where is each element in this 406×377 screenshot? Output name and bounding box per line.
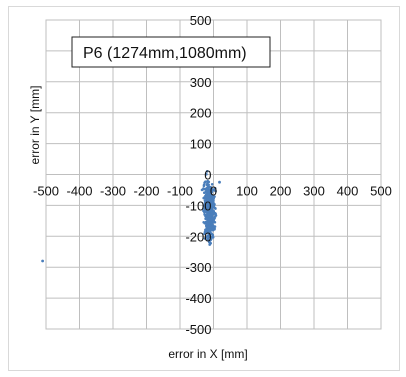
x-tick-label: 100 (236, 184, 258, 199)
y-tick-label: -300 (185, 260, 211, 275)
data-point (41, 259, 44, 263)
data-point (206, 210, 210, 213)
data-point (207, 212, 211, 216)
data-points (41, 170, 221, 263)
x-axis-title: error in X [mm] (168, 347, 247, 361)
data-point (205, 216, 208, 220)
data-point (210, 183, 214, 186)
scatter-chart: 5004003002001000-100-200-300-400-500 -50… (28, 13, 392, 361)
data-point (206, 234, 209, 238)
data-point (206, 182, 209, 185)
data-point (203, 232, 206, 235)
x-tick-label: -300 (100, 184, 126, 199)
x-tick-labels: -500 -400 -300 -200 -100 0 100 200 300 400 500 (33, 184, 392, 199)
data-point (210, 237, 213, 240)
data-point (204, 202, 207, 205)
annotation-box: P6 (1274mm,1080mm) (71, 36, 271, 68)
plot-border (45, 19, 382, 330)
data-point (207, 203, 210, 206)
data-point (213, 187, 217, 190)
x-tick-label: -200 (133, 184, 159, 199)
data-point (207, 217, 211, 221)
data-point (208, 227, 211, 231)
data-point (210, 210, 213, 214)
x-tick-label: 300 (303, 184, 325, 199)
data-point (203, 213, 206, 216)
data-point (202, 196, 205, 200)
y-tick-label: 300 (190, 75, 212, 90)
data-point (209, 235, 212, 238)
data-point (212, 219, 216, 223)
data-point (205, 225, 208, 229)
x-tick-label: 200 (270, 184, 292, 199)
data-point (208, 197, 212, 201)
y-tick-label: 100 (190, 137, 212, 152)
data-point (206, 179, 209, 183)
data-point (203, 181, 206, 184)
data-point (207, 193, 210, 196)
data-point (203, 209, 206, 212)
y-tick-label: 200 (190, 106, 212, 121)
data-point (206, 222, 209, 226)
x-tick-label: -500 (33, 184, 59, 199)
x-tick-label: -100 (167, 184, 193, 199)
x-tick-label: 400 (337, 184, 359, 199)
data-point (208, 231, 211, 234)
data-point (209, 193, 212, 197)
data-point (212, 188, 216, 192)
data-point (213, 225, 217, 228)
data-point (202, 183, 206, 187)
data-point (213, 206, 217, 210)
data-point (218, 180, 221, 184)
chart-frame: 5004003002001000-100-200-300-400-500 -50… (8, 6, 400, 371)
data-point (212, 204, 215, 207)
x-tick-label: -400 (66, 184, 92, 199)
data-point (203, 199, 207, 202)
y-tick-label: -200 (185, 229, 211, 244)
data-point (203, 211, 206, 214)
data-point (208, 221, 212, 224)
data-point (206, 237, 209, 241)
data-point (212, 210, 216, 213)
x-tick-label: 500 (370, 184, 392, 199)
data-point (211, 227, 215, 231)
y-tick-label: -500 (185, 322, 211, 337)
data-point (211, 233, 215, 237)
data-point (200, 188, 204, 192)
data-point (212, 216, 215, 219)
data-point (209, 242, 212, 245)
data-point (205, 195, 209, 198)
data-point (211, 212, 215, 216)
y-tick-label: -100 (185, 198, 211, 213)
data-point (203, 230, 207, 233)
data-point (206, 186, 210, 190)
data-point (205, 173, 208, 176)
y-tick-label: 500 (190, 13, 212, 28)
data-point (205, 189, 209, 192)
x-tick-label: 0 (210, 184, 217, 199)
data-point (209, 188, 212, 191)
data-point (205, 170, 209, 173)
data-point (202, 221, 205, 224)
annotation-text: P6 (1274mm,1080mm) (83, 45, 247, 62)
y-axis-title: error in Y [mm] (28, 86, 42, 165)
y-tick-label: -400 (185, 291, 211, 306)
data-point (214, 212, 217, 215)
data-point (203, 207, 206, 210)
data-point (208, 185, 212, 189)
y-tick-label: 0 (204, 168, 211, 183)
